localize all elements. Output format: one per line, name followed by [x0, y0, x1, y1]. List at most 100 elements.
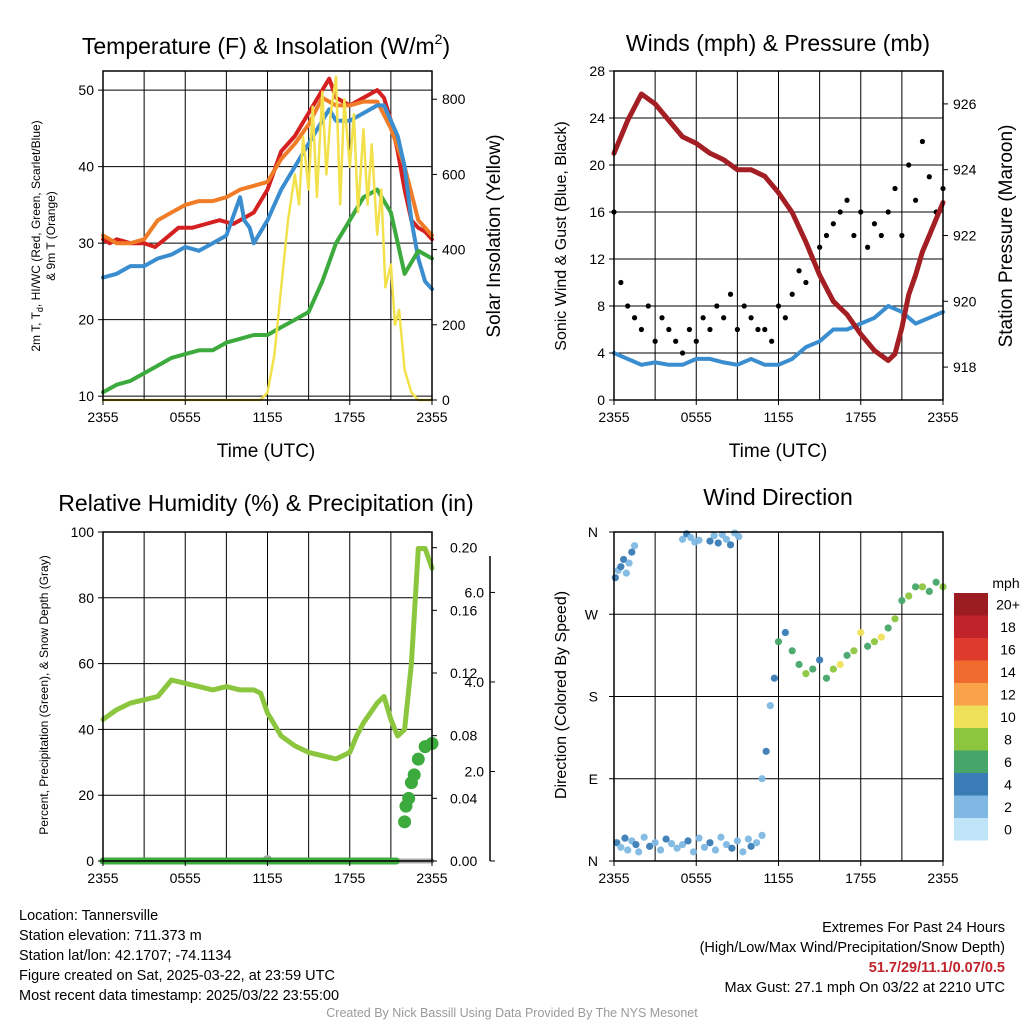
- direction-point: [884, 624, 892, 632]
- winds-x-axis-title: Time (UTC): [729, 441, 828, 462]
- direction-point: [624, 846, 632, 854]
- speed-legend-label: 14: [1000, 664, 1016, 680]
- gust-point: [817, 244, 823, 250]
- wind-y-tick-label: 24: [589, 110, 605, 126]
- humidity-axis-title: Percent, Precipitation (Green), & Snow D…: [37, 555, 51, 834]
- wind-y-tick-label: 20: [589, 157, 605, 173]
- gust-point: [666, 326, 672, 333]
- direction-point: [747, 842, 755, 850]
- gust-point: [803, 279, 809, 286]
- temperature-x-tick-label: 2355: [87, 409, 118, 425]
- gust-point: [865, 244, 871, 250]
- direction-point: [640, 833, 648, 841]
- precip-y-tick-label: 0.08: [450, 728, 477, 744]
- direction-point: [726, 541, 735, 549]
- direction-point: [657, 846, 665, 854]
- humidity-y-tick-label: 80: [78, 590, 94, 606]
- speed-legend-label: 10: [1000, 709, 1016, 725]
- direction-point: [662, 835, 670, 843]
- max-gust: Max Gust: 27.1 mph On 03/22 at 2210 UTC: [724, 980, 1005, 996]
- gust-point: [686, 326, 692, 333]
- precip-y-tick-label: 0.16: [450, 602, 477, 618]
- gust-point: [769, 338, 775, 344]
- direction-point: [905, 592, 913, 600]
- direction-point: [809, 665, 817, 673]
- direction-point: [632, 840, 640, 849]
- direction-x-tick-label: 1155: [763, 870, 793, 886]
- direction-point: [864, 642, 872, 650]
- temperature-y-tick-label: 40: [78, 159, 94, 175]
- direction-point: [635, 848, 643, 856]
- direction-point: [706, 839, 714, 847]
- speed-legend-swatch: [954, 795, 988, 818]
- insolation-axis-title: Solar Insolation (Yellow): [484, 134, 505, 337]
- winds-x-tick-label: 1155: [763, 409, 793, 425]
- temperature-left-axis-title-2: & 9m T (Orange): [44, 191, 58, 281]
- gust-point: [885, 209, 891, 215]
- gust-point: [631, 315, 638, 321]
- precipitation-point: [398, 815, 412, 829]
- direction-point: [843, 651, 851, 659]
- temperature-x-tick-label: 1155: [252, 409, 282, 425]
- gust-point: [796, 268, 802, 274]
- insolation-y-tick-label: 600: [442, 166, 466, 182]
- direction-point: [673, 844, 681, 852]
- direction-point: [617, 563, 625, 571]
- precip-y-tick-label: 0.20: [450, 540, 477, 556]
- gust-point: [652, 338, 658, 344]
- direction-point: [617, 843, 625, 851]
- direction-y-tick-label: W: [585, 606, 599, 622]
- direction-point: [700, 843, 709, 851]
- gust-point: [659, 315, 665, 321]
- direction-point: [752, 839, 761, 847]
- gust-point: [755, 326, 761, 333]
- direction-point: [678, 840, 687, 849]
- precipitation-point: [407, 768, 421, 782]
- direction-point: [822, 674, 831, 682]
- credit-line: Created By Nick Bassill Using Data Provi…: [326, 1006, 698, 1020]
- gust-point: [618, 279, 624, 286]
- direction-point: [630, 542, 639, 550]
- gust-point: [775, 303, 782, 309]
- humidity-x-tick-label: 1155: [252, 870, 282, 886]
- gust-point: [625, 303, 631, 309]
- gust-point: [693, 338, 699, 344]
- gust-point: [714, 303, 720, 309]
- direction-point: [717, 833, 725, 841]
- insolation-y-tick-label: 0: [442, 392, 450, 408]
- pressure-y-tick-label: 926: [953, 96, 977, 112]
- temperature-x-tick-label: 1755: [334, 409, 365, 425]
- direction-point: [667, 840, 676, 848]
- speed-legend-swatch: [954, 660, 988, 683]
- humidity-y-tick-label: 20: [78, 787, 94, 803]
- winds-x-tick-label: 0555: [681, 409, 712, 425]
- direction-point: [728, 844, 736, 852]
- humidity-x-tick-label: 2355: [416, 870, 447, 886]
- gust-point: [858, 209, 864, 215]
- direction-y-tick-label: E: [589, 771, 598, 787]
- humidity-x-tick-label: 0555: [170, 870, 201, 886]
- gust-point: [741, 303, 747, 309]
- gust-point: [878, 232, 884, 239]
- speed-legend-label: 6: [1004, 754, 1012, 770]
- speed-legend-swatch: [954, 773, 988, 796]
- direction-point: [651, 839, 659, 847]
- speed-legend-label: 2: [1004, 799, 1012, 815]
- speed-legend-label: 4: [1004, 776, 1012, 792]
- snow-y-tick-label: 2.0: [465, 763, 485, 779]
- wind-y-tick-label: 4: [597, 345, 605, 361]
- temperature-panel-title: Temperature (F) & Insolation (W/m2): [82, 31, 450, 59]
- direction-point: [816, 656, 824, 664]
- temperature-series-3: [101, 187, 434, 395]
- direction-point: [625, 559, 633, 567]
- pressure-line: [611, 91, 946, 363]
- direction-point: [689, 848, 698, 856]
- extremes-subheading: (High/Low/Max Wind/Precipitation/Snow De…: [699, 940, 1005, 956]
- direction-point: [788, 647, 796, 655]
- temperature-x-tick-label: 2355: [416, 409, 447, 425]
- winds-x-tick-label: 1755: [845, 409, 876, 425]
- temperature-x-tick-label: 0555: [170, 409, 201, 425]
- temperature-y-tick-label: 30: [78, 235, 94, 251]
